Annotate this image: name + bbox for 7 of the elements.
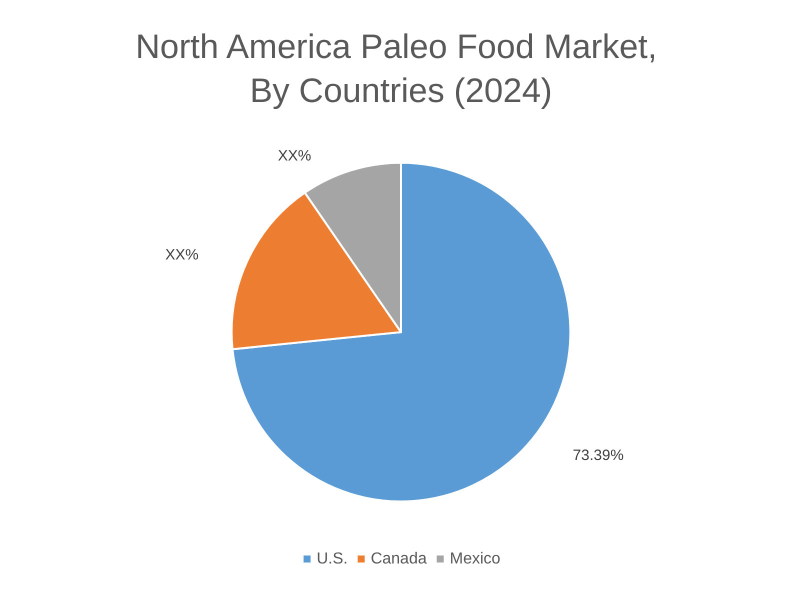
data-label: 73.39% [572,447,624,464]
data-label: XX% [278,148,312,165]
legend-label: Canada [370,550,427,568]
chart-title: North America Paleo Food Market, By Countries (2024) [135,28,667,110]
legend-label: Mexico [450,550,501,568]
data-label: XX% [165,246,199,264]
legend-label: U.S. [316,550,348,568]
